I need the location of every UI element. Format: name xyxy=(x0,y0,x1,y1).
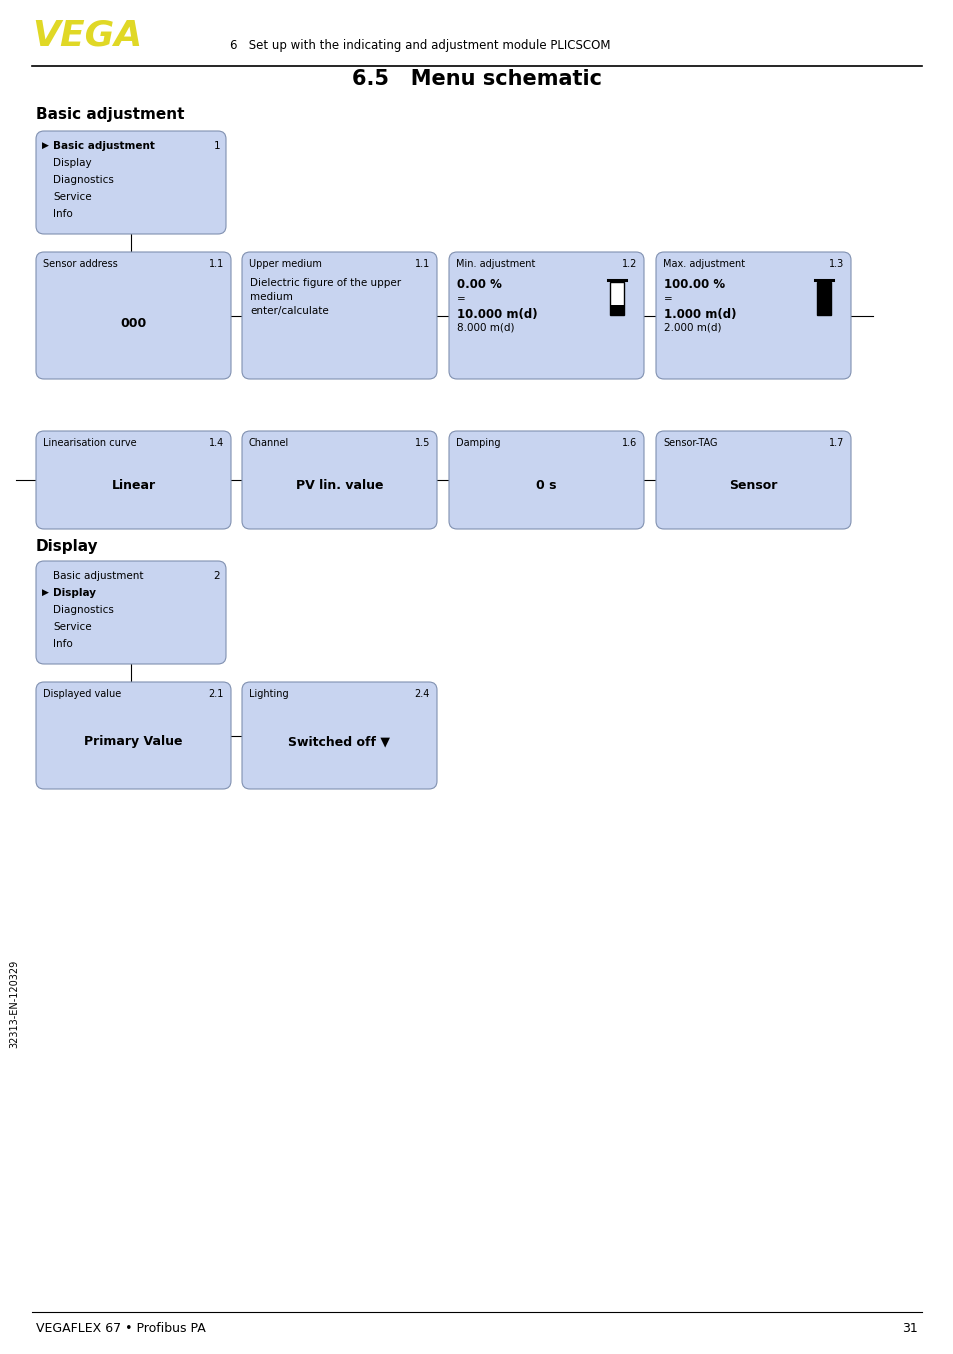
Text: Sensor-TAG: Sensor-TAG xyxy=(662,437,717,448)
Text: 1.7: 1.7 xyxy=(828,437,843,448)
Bar xyxy=(816,282,830,315)
FancyBboxPatch shape xyxy=(449,431,643,529)
Text: Sensor: Sensor xyxy=(728,479,777,493)
Text: Display: Display xyxy=(53,588,96,598)
Text: 10.000 m(d): 10.000 m(d) xyxy=(456,307,537,321)
FancyBboxPatch shape xyxy=(242,252,436,379)
Text: 1.1: 1.1 xyxy=(415,259,430,269)
Text: Sensor address: Sensor address xyxy=(43,259,117,269)
FancyBboxPatch shape xyxy=(242,431,436,529)
FancyBboxPatch shape xyxy=(36,131,226,234)
FancyBboxPatch shape xyxy=(36,561,226,663)
Text: Display: Display xyxy=(53,158,91,168)
FancyBboxPatch shape xyxy=(656,431,850,529)
Text: =: = xyxy=(663,294,672,305)
Text: Info: Info xyxy=(53,639,72,649)
Text: 1.4: 1.4 xyxy=(209,437,224,448)
Text: VEGA: VEGA xyxy=(32,18,142,51)
Text: 1: 1 xyxy=(213,141,220,152)
Text: 32313-EN-120329: 32313-EN-120329 xyxy=(9,960,19,1048)
Text: 1.000 m(d): 1.000 m(d) xyxy=(663,307,736,321)
FancyBboxPatch shape xyxy=(36,682,231,789)
Text: Service: Service xyxy=(53,621,91,632)
Bar xyxy=(609,305,623,315)
Text: Switched off ▼: Switched off ▼ xyxy=(288,735,390,747)
Text: Primary Value: Primary Value xyxy=(84,735,183,747)
FancyBboxPatch shape xyxy=(36,252,231,379)
Text: Channel: Channel xyxy=(249,437,289,448)
Text: 000: 000 xyxy=(120,317,147,330)
Text: Basic adjustment: Basic adjustment xyxy=(36,107,184,122)
Text: 0 s: 0 s xyxy=(536,479,557,493)
Text: 2.1: 2.1 xyxy=(209,689,224,699)
Text: 100.00 %: 100.00 % xyxy=(663,278,724,291)
Text: 6.5   Menu schematic: 6.5 Menu schematic xyxy=(352,69,601,89)
Text: 2.000 m(d): 2.000 m(d) xyxy=(663,322,720,332)
FancyBboxPatch shape xyxy=(242,682,436,789)
Text: Damping: Damping xyxy=(456,437,500,448)
Text: Linearisation curve: Linearisation curve xyxy=(43,437,136,448)
Text: 2: 2 xyxy=(213,571,220,581)
Text: Upper medium: Upper medium xyxy=(249,259,321,269)
Text: Min. adjustment: Min. adjustment xyxy=(456,259,535,269)
Text: 1.2: 1.2 xyxy=(621,259,637,269)
FancyBboxPatch shape xyxy=(656,252,850,379)
Bar xyxy=(609,282,623,315)
Text: 1.1: 1.1 xyxy=(209,259,224,269)
Text: ▶: ▶ xyxy=(42,588,49,597)
Text: Diagnostics: Diagnostics xyxy=(53,175,113,185)
Text: 2.4: 2.4 xyxy=(415,689,430,699)
Text: Displayed value: Displayed value xyxy=(43,689,121,699)
Text: 6   Set up with the indicating and adjustment module PLICSCOM: 6 Set up with the indicating and adjustm… xyxy=(230,39,610,51)
Text: medium: medium xyxy=(250,292,293,302)
FancyBboxPatch shape xyxy=(449,252,643,379)
Text: enter/calculate: enter/calculate xyxy=(250,306,329,315)
Text: Diagnostics: Diagnostics xyxy=(53,605,113,615)
Text: 1.5: 1.5 xyxy=(415,437,430,448)
Text: Service: Service xyxy=(53,192,91,202)
Text: 31: 31 xyxy=(902,1322,917,1335)
Text: =: = xyxy=(456,294,465,305)
Text: Linear: Linear xyxy=(112,479,155,493)
Text: Basic adjustment: Basic adjustment xyxy=(53,141,154,152)
Text: 8.000 m(d): 8.000 m(d) xyxy=(456,322,514,332)
Text: Max. adjustment: Max. adjustment xyxy=(662,259,744,269)
Text: Dielectric figure of the upper: Dielectric figure of the upper xyxy=(250,278,400,288)
FancyBboxPatch shape xyxy=(36,431,231,529)
Text: Lighting: Lighting xyxy=(249,689,289,699)
Text: 1.6: 1.6 xyxy=(621,437,637,448)
Text: 1.3: 1.3 xyxy=(828,259,843,269)
Text: VEGAFLEX 67 • Profibus PA: VEGAFLEX 67 • Profibus PA xyxy=(36,1322,206,1335)
Text: ▶: ▶ xyxy=(42,141,49,150)
Text: 0.00 %: 0.00 % xyxy=(456,278,501,291)
Text: Basic adjustment: Basic adjustment xyxy=(53,571,143,581)
Text: Display: Display xyxy=(36,539,98,554)
Text: PV lin. value: PV lin. value xyxy=(295,479,383,493)
Text: Info: Info xyxy=(53,209,72,219)
